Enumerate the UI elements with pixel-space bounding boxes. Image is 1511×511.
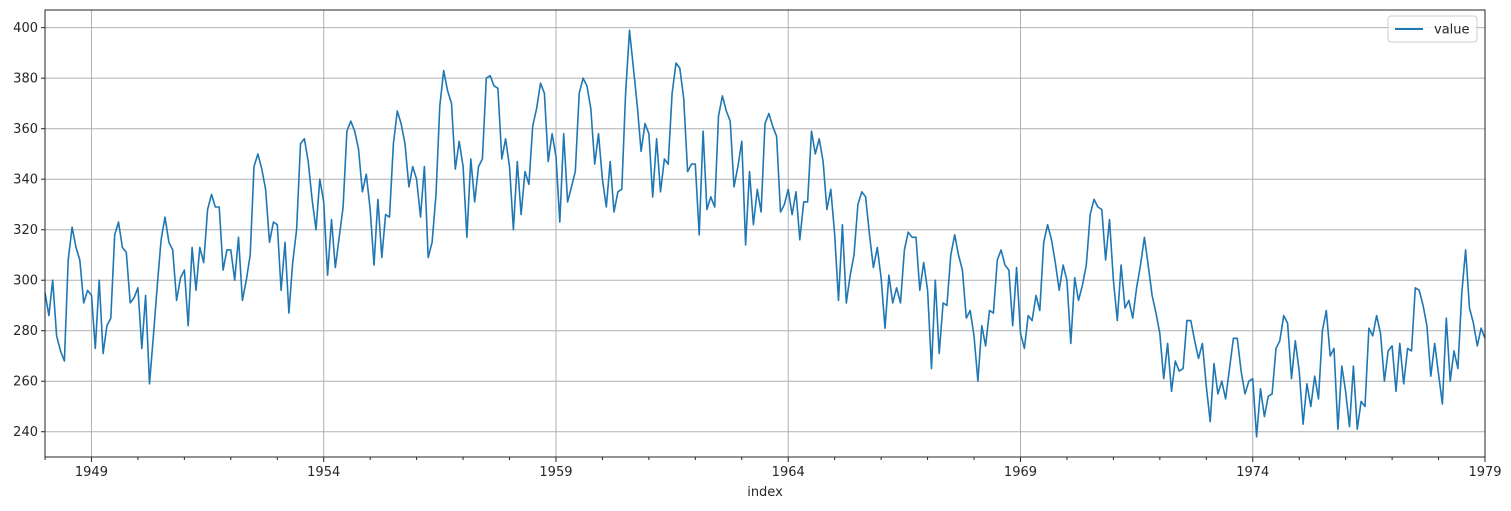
y-tick-label: 380 (13, 72, 38, 87)
y-axis-ticks: 240 260 280 300 320 340 360 380 400 (13, 21, 45, 440)
legend: value (1387, 15, 1478, 43)
plot-frame (44, 9, 1486, 458)
y-tick-label: 260 (13, 375, 38, 390)
y-tick-label: 300 (13, 274, 38, 289)
x-tick-label: 1949 (75, 465, 108, 480)
y-tick-label: 360 (13, 122, 38, 137)
series-layer (44, 29, 1486, 438)
y-tick-label: 400 (13, 21, 38, 36)
y-tick-label: 340 (13, 173, 38, 188)
gridlines (45, 10, 1486, 457)
x-tick-label: 1959 (539, 465, 572, 480)
y-tick-label: 280 (13, 324, 38, 339)
x-tick-label: 1979 (1468, 465, 1501, 480)
x-tick-label: 1964 (772, 465, 805, 480)
x-axis-label: index (747, 485, 783, 500)
y-tick-label: 240 (13, 425, 38, 440)
x-tick-label: 1974 (1236, 465, 1269, 480)
x-axis-ticks: 1949 1954 1959 1964 1969 1974 1979 (44, 457, 1502, 480)
x-tick-label: 1969 (1004, 465, 1037, 480)
y-tick-label: 320 (13, 223, 38, 238)
x-tick-label: 1954 (307, 465, 340, 480)
series-line-value (44, 29, 1486, 438)
legend-label-value: value (1434, 23, 1470, 38)
legend-box (1387, 15, 1478, 43)
